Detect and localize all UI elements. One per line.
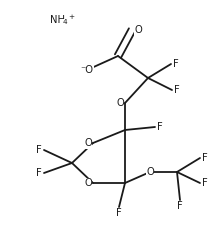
Text: F: F bbox=[173, 59, 179, 69]
Text: F: F bbox=[157, 122, 163, 132]
Text: F: F bbox=[174, 85, 180, 95]
Text: NH: NH bbox=[50, 15, 65, 25]
Text: O: O bbox=[116, 98, 124, 108]
Text: F: F bbox=[202, 153, 208, 163]
Text: F: F bbox=[36, 168, 42, 178]
Text: O: O bbox=[146, 167, 154, 177]
Text: F: F bbox=[202, 178, 208, 188]
Text: F: F bbox=[36, 145, 42, 155]
Text: F: F bbox=[116, 208, 122, 218]
Text: ⁻O: ⁻O bbox=[81, 65, 94, 75]
Text: +: + bbox=[68, 14, 74, 20]
Text: F: F bbox=[177, 201, 183, 211]
Text: O: O bbox=[84, 138, 92, 148]
Text: 4: 4 bbox=[63, 19, 68, 25]
Text: O: O bbox=[134, 25, 142, 35]
Text: O: O bbox=[84, 178, 92, 188]
